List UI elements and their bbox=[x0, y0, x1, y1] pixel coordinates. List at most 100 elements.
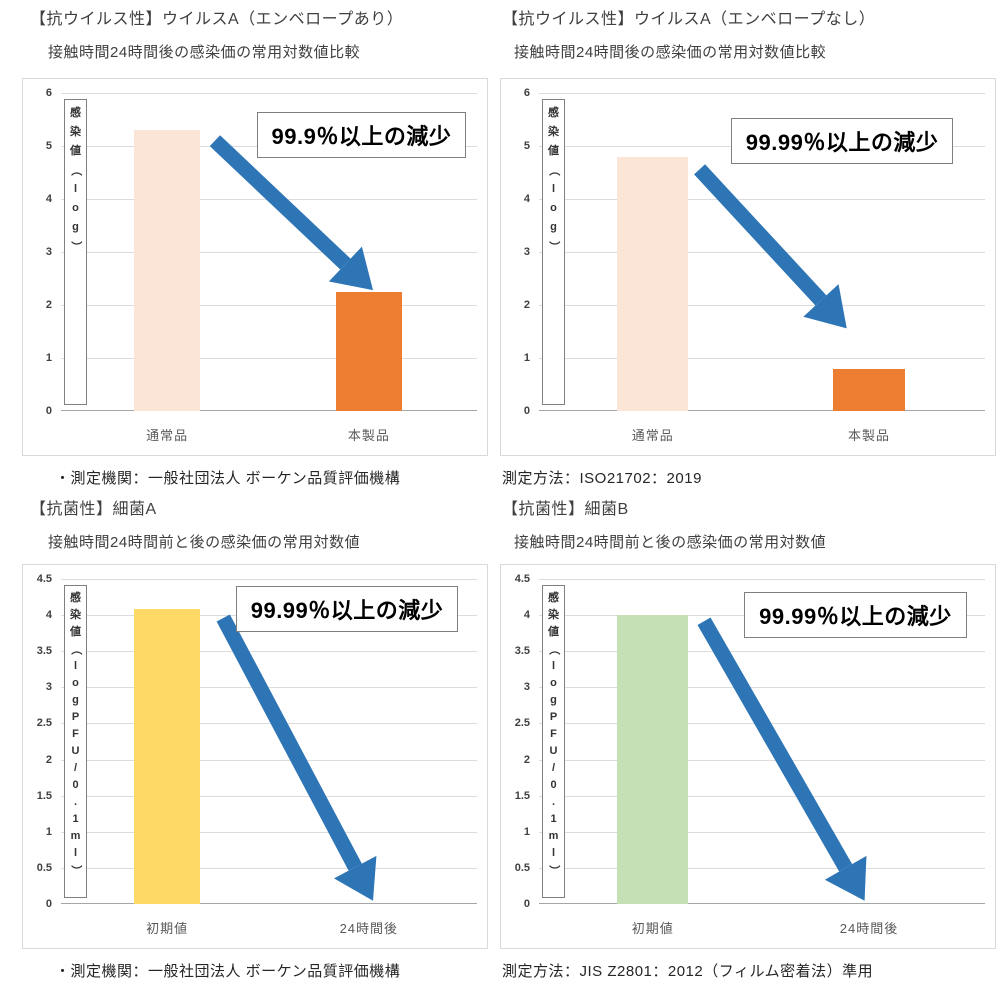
y-tick-label: 3.5 bbox=[36, 645, 52, 658]
chart-subtitle: 接触時間24時間前と後の感染価の常用対数値 bbox=[48, 534, 361, 551]
y-tick-label: 1 bbox=[523, 825, 530, 838]
plot-area: 感染値（l o g P F U/0. 1 m l） 99.99％以上の減少 bbox=[61, 579, 477, 904]
bar bbox=[133, 609, 201, 904]
gridline bbox=[61, 796, 477, 797]
y-axis-title-char: g bbox=[72, 694, 79, 706]
bar bbox=[833, 368, 905, 411]
plot-area: 感染値 （ l o g ） 99.99％以上の減少 bbox=[539, 93, 985, 411]
x-category-label: 本製品 bbox=[347, 428, 390, 443]
y-axis-title-char: F bbox=[72, 728, 79, 740]
y-tick-label: 4.5 bbox=[514, 573, 530, 585]
bar bbox=[617, 156, 689, 411]
y-axis-title-char: o bbox=[72, 677, 79, 689]
chart-panel-bacteria-b: 【抗菌性】細菌B 接触時間24時間前と後の感染価の常用対数値 0 0.5 1 1.5 2… bbox=[500, 490, 1000, 1000]
y-tick-label: 0 bbox=[45, 405, 52, 417]
y-axis-title-char: ） bbox=[548, 241, 560, 252]
x-category-label: 24時間後 bbox=[839, 921, 899, 936]
y-axis-title-char: ） bbox=[70, 865, 82, 876]
bar-chart-virus-a-nonenveloped: 0 1 2 3 4 5 6 感染値 （ l o g ） 99.99％以上の減少 通常品 本製品 bbox=[500, 78, 996, 456]
plot-area: 感染値（l o g P F U/0. 1 m l） 99.99％以上の減少 bbox=[539, 579, 985, 904]
y-axis-tick-labels: 0 0.5 1 1.5 2 2.5 3 3.5 4 4.5 bbox=[501, 573, 535, 910]
y-axis-title-char: l bbox=[551, 847, 556, 859]
y-axis-title-char: l bbox=[73, 847, 78, 859]
y-tick-label: 6 bbox=[523, 87, 530, 99]
chart-title: 【抗菌性】細菌A bbox=[30, 501, 157, 518]
x-category-label: 初期値 bbox=[146, 921, 189, 936]
reduction-annotation: 99.99％以上の減少 bbox=[744, 592, 967, 638]
gridline bbox=[539, 358, 985, 359]
y-axis-title-char: （ bbox=[70, 644, 82, 655]
reduction-annotation: 99.9％以上の減少 bbox=[256, 112, 467, 159]
y-tick-label: 3 bbox=[523, 681, 530, 694]
gridline bbox=[61, 723, 477, 724]
y-tick-label: 0 bbox=[523, 898, 530, 910]
y-axis-title: 感染値（l o g P F U/0. 1 m l） bbox=[542, 585, 565, 898]
gridline bbox=[61, 410, 477, 411]
y-tick-label: 1 bbox=[45, 352, 52, 364]
reduction-annotation: 99.99％以上の減少 bbox=[235, 585, 459, 632]
y-axis-title-char: m bbox=[548, 830, 559, 842]
chart-panel-bacteria-a: 【抗菌性】細菌A 接触時間24時間前と後の感染価の常用対数値 0 0.5 1 1.5 2… bbox=[0, 490, 500, 1000]
y-axis-title-char: o bbox=[550, 677, 557, 689]
gridline bbox=[539, 832, 985, 833]
gridline bbox=[61, 868, 477, 869]
x-axis-labels: 通常品 本製品 bbox=[539, 423, 985, 443]
y-axis-title-char: l bbox=[73, 660, 78, 672]
y-tick-label: 2 bbox=[523, 299, 530, 311]
y-axis-title-char: . bbox=[73, 796, 78, 808]
y-tick-label: 1 bbox=[523, 352, 530, 364]
y-axis-tick-labels: 0 0.5 1 1.5 2 2.5 3 3.5 4 4.5 bbox=[23, 573, 57, 910]
y-axis-title-char: （ bbox=[70, 165, 82, 176]
y-axis-title-char: P bbox=[549, 711, 558, 723]
y-axis-title-char: / bbox=[551, 762, 556, 774]
y-tick-label: 4 bbox=[523, 609, 530, 622]
x-axis-labels: 通常品 本製品 bbox=[61, 423, 477, 443]
gridline bbox=[61, 651, 477, 652]
gridline bbox=[539, 199, 985, 200]
y-tick-label: 3 bbox=[45, 681, 52, 694]
reduction-annotation: 99.99％以上の減少 bbox=[730, 118, 954, 165]
y-tick-label: 2.5 bbox=[514, 717, 530, 730]
y-axis-title-char: 感 bbox=[548, 107, 559, 119]
y-tick-label: 5 bbox=[523, 140, 530, 152]
bar-chart-bacteria-b: 0 0.5 1 1.5 2 2.5 3 3.5 4 4.5 感染値（l o g P F U/0. 1 m l） 9… bbox=[500, 564, 996, 949]
gridline bbox=[539, 903, 985, 904]
y-axis-title-char: （ bbox=[548, 165, 560, 176]
y-tick-label: 0 bbox=[523, 405, 530, 417]
chart-title: 【抗ウイルス性】ウイルスA（エンベロープなし） bbox=[502, 11, 876, 28]
y-axis-title-char: 1 bbox=[72, 813, 79, 825]
y-tick-label: 0.5 bbox=[36, 861, 52, 874]
gridline bbox=[539, 93, 985, 94]
y-axis-title-char: 染 bbox=[548, 126, 559, 138]
y-tick-label: 4 bbox=[45, 609, 52, 622]
gridline bbox=[539, 796, 985, 797]
gridline bbox=[539, 252, 985, 253]
x-axis-labels: 初期値 24時間後 bbox=[539, 916, 985, 936]
y-tick-label: 4 bbox=[45, 193, 52, 205]
y-axis-title-char: 感 bbox=[70, 592, 81, 604]
y-tick-label: 4.5 bbox=[36, 573, 52, 585]
chart-subtitle: 接触時間24時間前と後の感染価の常用対数値 bbox=[514, 534, 827, 551]
measurement-method-note: 測定方法：ISO21702：2019 bbox=[502, 470, 702, 487]
gridline bbox=[539, 687, 985, 688]
y-axis-title-char: （ bbox=[548, 644, 560, 655]
y-tick-label: 2.5 bbox=[36, 717, 52, 730]
y-axis-title-char: P bbox=[71, 711, 80, 723]
y-axis-title-char: 染 bbox=[70, 609, 81, 621]
measurement-agency-note: ・測定機関：一般社団法人 ボーケン品質評価機構 bbox=[55, 963, 401, 980]
y-axis-title-char: m bbox=[70, 830, 81, 842]
plot-area: 感染値 （ l o g ） 99.9％以上の減少 bbox=[61, 93, 477, 411]
y-axis-title-char: o bbox=[72, 202, 79, 214]
y-axis-tick-labels: 0 1 2 3 4 5 6 bbox=[501, 87, 535, 417]
y-axis-tick-labels: 0 1 2 3 4 5 6 bbox=[23, 87, 57, 417]
gridline bbox=[539, 760, 985, 761]
y-axis-title-char: l bbox=[551, 660, 556, 672]
measurement-agency-note: ・測定機関：一般社団法人 ボーケン品質評価機構 bbox=[55, 470, 401, 487]
x-category-label: 24時間後 bbox=[339, 921, 399, 936]
gridline bbox=[539, 579, 985, 580]
gridline bbox=[61, 687, 477, 688]
y-axis-title-char: 値 bbox=[70, 626, 81, 638]
y-axis-title-char: F bbox=[550, 728, 557, 740]
y-axis-title-char: / bbox=[73, 762, 78, 774]
y-axis-title-char: 値 bbox=[548, 626, 559, 638]
